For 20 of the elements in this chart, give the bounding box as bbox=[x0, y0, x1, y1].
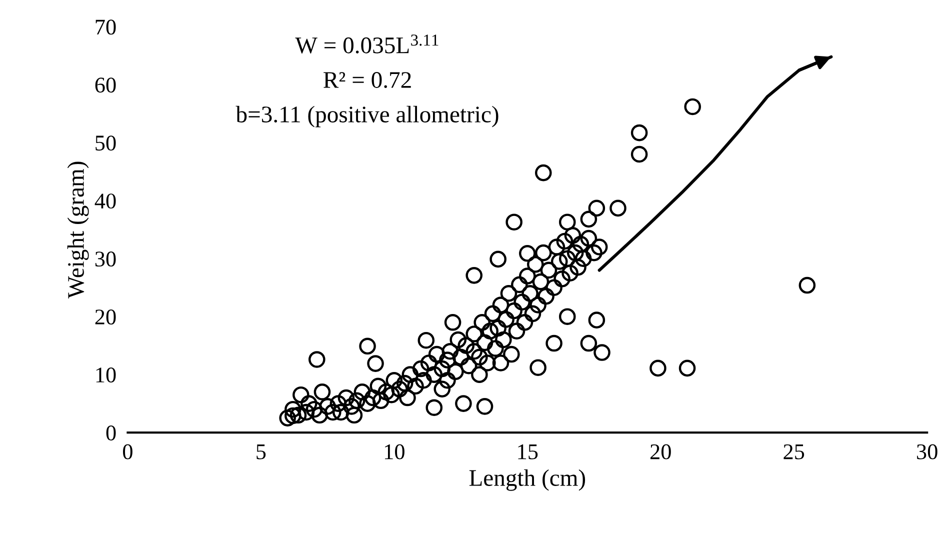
annotation: R² = 0.72 bbox=[324, 72, 411, 88]
y-tick-label: 0 bbox=[106, 425, 116, 440]
y-tick-label: 50 bbox=[96, 136, 116, 151]
y-tick-label: 40 bbox=[94, 194, 116, 209]
x-tick-label: 30 bbox=[917, 444, 938, 460]
y-tick-label: 70 bbox=[96, 20, 116, 35]
y-tick-label: 30 bbox=[95, 252, 116, 267]
x-tick-label: 25 bbox=[784, 444, 804, 460]
y-tick-label: 20 bbox=[95, 310, 116, 325]
x-tick-label: 5 bbox=[256, 444, 266, 460]
x-tick-label: 15 bbox=[518, 444, 538, 460]
annotation: b=3.11 (positive allometric) bbox=[236, 106, 498, 128]
annotation: W = 0.035L$^{3.11}$ bbox=[295, 34, 438, 54]
x-tick-label: 10 bbox=[385, 444, 404, 460]
y-tick-label: 10 bbox=[96, 367, 116, 382]
x-axis-title: Length (cm) bbox=[469, 469, 586, 491]
x-tick-label: 0 bbox=[123, 444, 132, 460]
y-axis-title: Weight (gram) bbox=[67, 162, 89, 298]
x-tick-label: 20 bbox=[650, 444, 671, 460]
y-tick-label: 60 bbox=[95, 78, 116, 93]
